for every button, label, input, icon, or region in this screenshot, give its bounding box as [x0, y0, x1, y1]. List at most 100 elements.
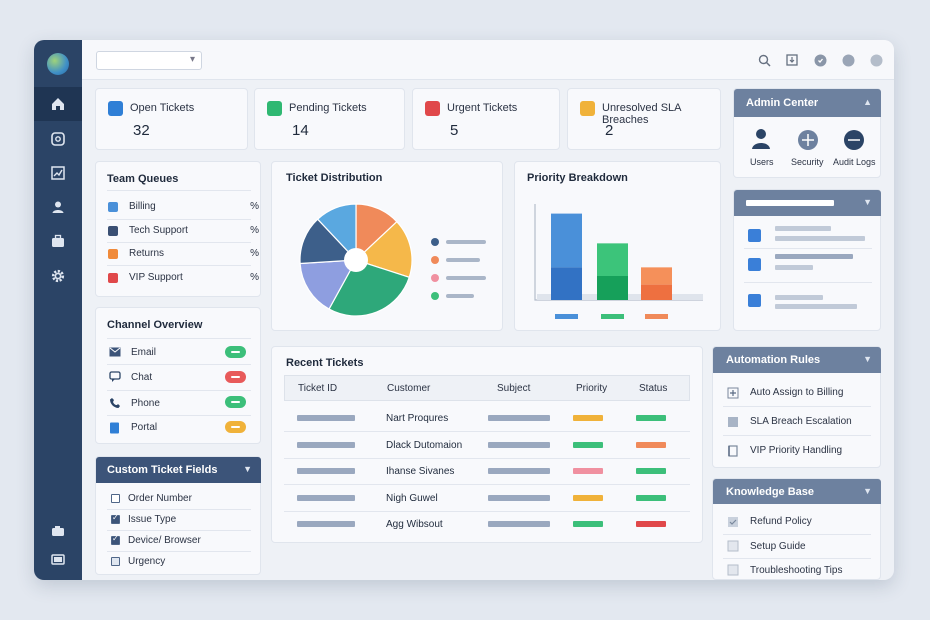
ticket-id-placeholder — [297, 521, 355, 527]
automation-rules-header[interactable]: Automation Rules ▼ — [713, 347, 881, 373]
column-priority[interactable]: Priority — [576, 383, 608, 394]
rule-label[interactable]: SLA Breach Escalation — [750, 416, 852, 427]
pie-center-hole — [344, 248, 368, 272]
at-icon[interactable] — [34, 122, 82, 156]
article-check-icon — [727, 516, 739, 528]
table-row[interactable]: Nart Proqures — [284, 407, 690, 431]
bar-top-2[interactable] — [641, 267, 672, 285]
field-checkbox-urgency[interactable] — [111, 557, 120, 566]
user-icon[interactable] — [34, 190, 82, 224]
pie-slice-5[interactable] — [316, 203, 357, 262]
pie-slice-3[interactable] — [299, 259, 358, 310]
table-row[interactable]: Dlack Dutomaion — [284, 434, 690, 458]
list-check-icon[interactable] — [748, 258, 761, 271]
priority-bar-chart — [534, 204, 703, 319]
ticket-subject-placeholder — [488, 494, 550, 501]
queue-item-returns[interactable]: Returns % — [107, 246, 259, 264]
legend-dot — [431, 238, 439, 246]
queue-item-tech-support[interactable]: Tech Support % — [107, 223, 259, 241]
stat-card-sla[interactable]: Unresolved SLA Breaches 2 — [567, 88, 721, 150]
table-row[interactable]: Agg Wibsout — [284, 513, 690, 537]
stat-card-open[interactable]: Open Tickets 32 — [95, 88, 248, 150]
workspace-select[interactable]: ▾ — [96, 51, 202, 70]
export-icon[interactable] — [784, 52, 800, 68]
channel-toggle-portal[interactable] — [225, 421, 246, 433]
search-icon[interactable] — [756, 52, 772, 68]
help-icon[interactable] — [812, 52, 828, 68]
distribution-title: Ticket Distribution — [286, 172, 383, 184]
column-subject[interactable]: Subject — [497, 383, 531, 394]
settings-gear-icon[interactable] — [34, 259, 82, 293]
column-customer[interactable]: Customer — [387, 383, 431, 394]
stat-card-pending[interactable]: Pending Tickets 14 — [254, 88, 405, 150]
home-icon[interactable] — [34, 87, 82, 121]
knowledge-base-header[interactable]: Knowledge Base ▼ — [713, 479, 881, 504]
bar-top-1[interactable] — [597, 243, 628, 276]
kb-article-label[interactable]: Troubleshooting Tips — [750, 565, 843, 576]
legend-label-placeholder — [446, 240, 486, 244]
list-item-placeholder — [775, 226, 831, 231]
pie-slice-2[interactable] — [328, 259, 411, 317]
channel-label-portal: Portal — [131, 422, 158, 433]
rule-label[interactable]: Auto Assign to Billing — [750, 387, 844, 398]
notification-icon[interactable] — [840, 52, 856, 68]
bar-bottom-2[interactable] — [641, 284, 672, 300]
camera-icon[interactable] — [34, 514, 82, 548]
channel-toggle-chat[interactable] — [225, 371, 246, 383]
queue-percent: % — [250, 225, 259, 236]
table-row[interactable]: Nigh Guwel — [284, 487, 690, 511]
channel-overview-card: Channel Overview Email Chat Phone Portal — [95, 307, 261, 444]
field-checkbox-device-browser[interactable] — [111, 534, 120, 545]
automation-rules-title: Automation Rules — [726, 354, 821, 366]
bar-legend-swatch-2 — [645, 314, 668, 319]
kb-article-label[interactable]: Setup Guide — [750, 541, 806, 552]
custom-fields-header[interactable]: Custom Ticket Fields ▼ — [96, 457, 261, 483]
automation-rules-card: Automation Rules ▼ Auto Assign to Billin… — [712, 346, 881, 468]
bar-top-0[interactable] — [551, 213, 582, 268]
admin-users-label[interactable]: Users — [750, 157, 774, 167]
stat-card-urgent[interactable]: Urgent Tickets 5 — [412, 88, 560, 150]
chevron-down-icon: ▼ — [863, 354, 872, 364]
task-list-header[interactable]: ▼ — [734, 190, 881, 216]
admin-center-header[interactable]: Admin Center ▲ — [734, 89, 881, 117]
sidebar — [34, 40, 82, 580]
ticket-subject-placeholder — [488, 521, 550, 527]
rule-label[interactable]: VIP Priority Handling — [750, 445, 843, 456]
profile-avatar-icon[interactable] — [868, 52, 884, 68]
bar-bottom-0[interactable] — [551, 267, 582, 300]
security-icon[interactable] — [797, 129, 819, 156]
column-ticket-id[interactable]: Ticket ID — [298, 383, 338, 394]
knowledge-base-title: Knowledge Base — [726, 486, 815, 498]
stat-label: Unresolved SLA Breaches — [602, 102, 681, 126]
bar-legend-swatch-1 — [601, 314, 624, 319]
pie-chart — [299, 203, 413, 317]
recent-tickets-card: Recent Tickets Ticket ID Customer Subjec… — [271, 346, 703, 543]
kb-article-label[interactable]: Refund Policy — [750, 516, 812, 527]
bar-bottom-1[interactable] — [597, 276, 628, 300]
list-item-placeholder — [775, 304, 857, 309]
channel-toggle-phone[interactable] — [225, 396, 246, 408]
channel-toggle-email[interactable] — [225, 346, 246, 358]
reports-icon[interactable] — [34, 156, 82, 190]
column-status[interactable]: Status — [639, 383, 668, 394]
audit-logs-icon[interactable] — [843, 129, 865, 156]
stat-label: Urgent Tickets — [447, 102, 518, 114]
status-indicator — [636, 494, 666, 501]
field-checkbox-order-number[interactable] — [111, 494, 120, 503]
team-queues-card: Team Queues Billing % Tech Support % Ret… — [95, 161, 261, 297]
queue-item-vip-support[interactable]: VIP Support % — [107, 270, 259, 288]
chevron-down-icon: ▼ — [243, 464, 252, 474]
admin-audit-logs-label[interactable]: Audit Logs — [833, 157, 876, 167]
monitor-icon[interactable] — [34, 543, 82, 577]
field-checkbox-issue-type[interactable] — [111, 513, 120, 524]
table-row[interactable]: Ihanse Sivanes — [284, 460, 690, 484]
list-check-icon[interactable] — [748, 229, 761, 242]
list-check-icon[interactable] — [748, 294, 761, 307]
users-icon[interactable] — [751, 128, 771, 155]
team-queues-title: Team Queues — [107, 173, 179, 185]
briefcase-icon[interactable] — [34, 224, 82, 258]
queue-percent: % — [250, 248, 259, 259]
admin-security-label[interactable]: Security — [791, 157, 824, 167]
pie-slice-1[interactable] — [354, 220, 413, 279]
queue-item-billing[interactable]: Billing % — [107, 199, 259, 217]
